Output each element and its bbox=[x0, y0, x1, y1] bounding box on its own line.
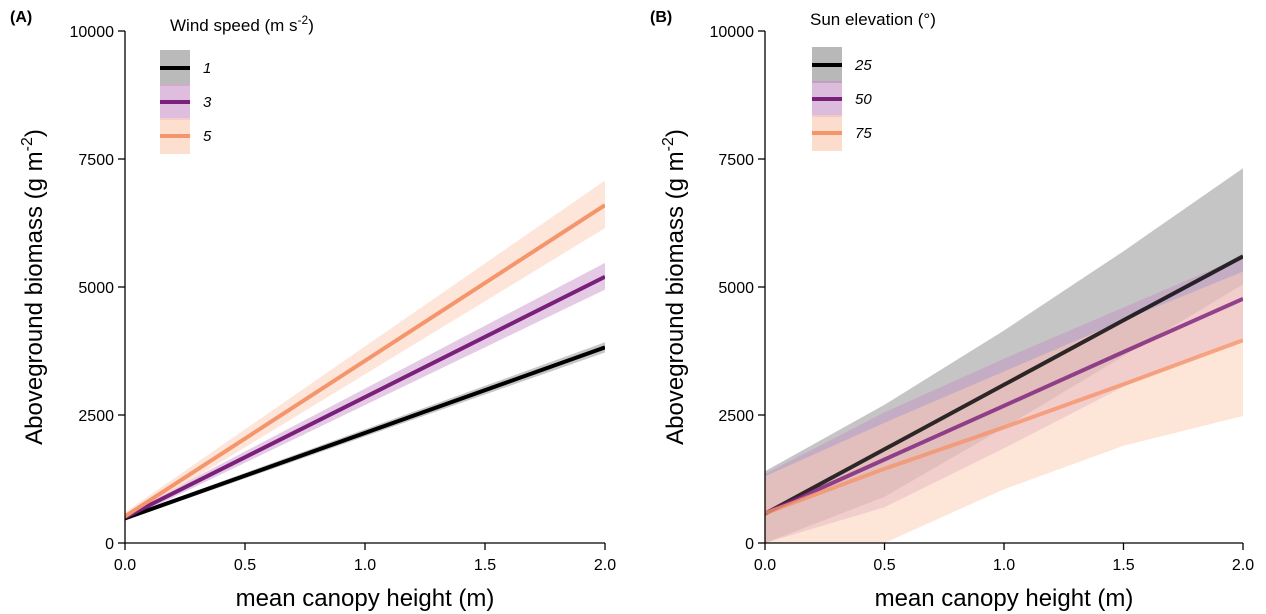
x-tick-label: 2.0 bbox=[1232, 557, 1254, 574]
legend: Sun elevation (°) 25 50 75 bbox=[810, 10, 936, 151]
series-line-3 bbox=[125, 275, 605, 520]
x-tick-label: 1.5 bbox=[1112, 557, 1134, 574]
y-tick-label: 0 bbox=[745, 536, 754, 553]
y-tick-label: 5000 bbox=[718, 280, 754, 297]
x-tick-label: 0.0 bbox=[114, 557, 136, 574]
panel-a: 0 2500 5000 7500 10000 0.0 0.5 1.0 1.5 2.0 mean ca… bbox=[10, 9, 616, 612]
confidence-band-5 bbox=[125, 180, 605, 521]
y-axis-title-close: ) bbox=[662, 129, 689, 137]
y-tick-label: 10000 bbox=[70, 24, 115, 41]
legend-label-1: 1 bbox=[203, 60, 211, 77]
x-tick-label: 0.5 bbox=[873, 557, 895, 574]
series-line-50 bbox=[765, 296, 1243, 516]
x-tick-label: 0.5 bbox=[234, 557, 256, 574]
panel-label: (B) bbox=[650, 9, 672, 26]
x-axis-title: mean canopy height (m) bbox=[236, 585, 495, 612]
legend-label-75: 75 bbox=[855, 125, 872, 142]
y-tick-label: 7500 bbox=[718, 152, 754, 169]
y-axis-title: Aboveground biomass (g m-2) bbox=[19, 129, 48, 445]
panel-label: (A) bbox=[10, 9, 32, 26]
y-axis-title-main: Aboveground biomass (g m bbox=[21, 151, 48, 444]
y-tick-label: 7500 bbox=[78, 152, 114, 169]
legend-title-main: Sun elevation (°) bbox=[810, 10, 936, 29]
y-tick-label: 10000 bbox=[710, 24, 755, 41]
x-tick-label: 2.0 bbox=[594, 557, 616, 574]
series-line-75 bbox=[765, 338, 1243, 516]
legend-title-sup: -2 bbox=[298, 13, 309, 27]
y-axis-title-main: Aboveground biomass (g m bbox=[662, 151, 689, 444]
y-axis-title: Aboveground biomass (g m-2) bbox=[660, 129, 689, 445]
series-line-5 bbox=[125, 203, 605, 519]
legend-title-main: Wind speed (m s bbox=[170, 16, 298, 35]
legend-title-close: ) bbox=[308, 16, 314, 35]
legend: Wind speed (m s-2) 1 3 5 bbox=[160, 13, 314, 154]
plot-area bbox=[125, 180, 605, 521]
y-tick-label: 2500 bbox=[78, 408, 114, 425]
legend-label-50: 50 bbox=[855, 91, 872, 108]
y-tick-label: 0 bbox=[105, 536, 114, 553]
x-tick-label: 1.0 bbox=[993, 557, 1015, 574]
y-axis-title-close: ) bbox=[21, 129, 48, 137]
y-tick-label: 5000 bbox=[78, 280, 114, 297]
x-tick-label: 1.5 bbox=[474, 557, 496, 574]
x-tick-label: 0.0 bbox=[754, 557, 776, 574]
y-tick-label: 2500 bbox=[718, 408, 754, 425]
x-axis-title: mean canopy height (m) bbox=[875, 585, 1134, 612]
series-line-25 bbox=[765, 254, 1243, 516]
legend-title: Wind speed (m s-2) bbox=[170, 13, 314, 35]
series-line-1 bbox=[125, 345, 605, 521]
legend-label-25: 25 bbox=[854, 57, 872, 74]
legend-label-5: 5 bbox=[203, 128, 212, 145]
y-axis-title-sup: -2 bbox=[19, 137, 36, 151]
plot-area bbox=[765, 168, 1243, 543]
legend-label-3: 3 bbox=[203, 94, 212, 111]
legend-title: Sun elevation (°) bbox=[810, 10, 936, 29]
y-axis-title-sup: -2 bbox=[660, 137, 677, 151]
x-tick-label: 1.0 bbox=[354, 557, 376, 574]
panel-b: 0 2500 5000 7500 10000 0.0 0.5 1.0 1.5 2.0 mean ca… bbox=[650, 9, 1254, 612]
